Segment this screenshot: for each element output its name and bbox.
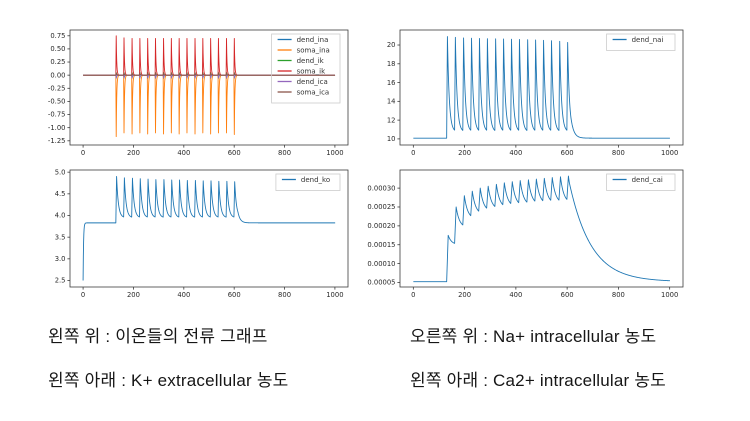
chart-na-intracellular: 0 200 400 600 800 1000 20 18 16 14 12 10 dend_nai — [387, 29, 684, 157]
y-tick-label: 0.50 — [50, 45, 65, 53]
y-tick-label: 4.0 — [55, 212, 66, 220]
y-tick-label: 4.5 — [55, 190, 66, 198]
y-tick-label: 18 — [387, 60, 396, 68]
caption-top-right: 오른쪽 위 : Na+ intracellular 농도 — [410, 327, 657, 346]
x-tick-label: 1000 — [326, 149, 343, 157]
y-tick-label: 3.0 — [55, 255, 66, 263]
y-tick-label: 12 — [387, 116, 396, 124]
caption-bottom-left: 왼쪽 아래 : K+ extracellular 농도 — [48, 371, 289, 390]
x-tick-label: 400 — [509, 291, 522, 299]
y-tick-label: 0.00 — [50, 71, 65, 79]
y-tick-label: 5.0 — [55, 168, 66, 176]
legend-label-dend_ina: dend_ina — [297, 36, 329, 44]
y-tick-label: -1.00 — [48, 124, 66, 132]
x-tick-label: 200 — [127, 291, 140, 299]
y-tick-label: 2.5 — [55, 277, 66, 285]
series-line-dend_ko — [82, 176, 336, 281]
x-tick-label: 0 — [81, 149, 85, 157]
y-tick-label: -0.75 — [48, 111, 66, 119]
y-tick-label: 0.00020 — [367, 222, 395, 230]
series-line-dend_nai — [413, 36, 671, 139]
y-tick-label: 0.00005 — [367, 279, 395, 287]
x-tick-label: 0 — [81, 291, 85, 299]
x-tick-label: 200 — [127, 149, 140, 157]
series-group — [82, 176, 336, 281]
x-tick-label: 400 — [177, 149, 190, 157]
x-tick-label: 400 — [509, 149, 522, 157]
axes-spines — [399, 169, 684, 288]
series-group — [82, 35, 336, 138]
legend: dend_nai — [606, 33, 676, 51]
caption-top-left: 왼쪽 위 : 이온들의 전류 그래프 — [48, 327, 268, 346]
x-tick-label: 1000 — [661, 149, 678, 157]
x-tick-label: 800 — [612, 291, 625, 299]
x-tick-label: 200 — [458, 149, 471, 157]
series-group — [413, 175, 671, 283]
legend-label-soma_ik: soma_ik — [297, 67, 326, 75]
x-tick-label: 0 — [411, 291, 415, 299]
x-tick-label: 1000 — [326, 291, 343, 299]
legend-label-dend_nai: dend_nai — [632, 36, 664, 44]
legend-label-dend_cai: dend_cai — [632, 176, 663, 184]
y-tick-label: 0.00015 — [367, 241, 395, 249]
x-tick-label: 1000 — [661, 291, 678, 299]
series-line-soma_ica — [82, 72, 336, 76]
x-tick-label: 400 — [177, 291, 190, 299]
legend: dend_ko — [275, 173, 341, 191]
y-tick-label: 0.25 — [50, 58, 65, 66]
y-tick-label: -0.25 — [48, 84, 66, 92]
y-tick-label: 0.00010 — [367, 260, 395, 268]
x-tick-label: 200 — [458, 291, 471, 299]
x-tick-label: 600 — [228, 149, 241, 157]
legend-frame — [606, 173, 676, 191]
x-tick-label: 800 — [278, 291, 291, 299]
y-tick-label: 0.00025 — [367, 203, 395, 211]
y-tick-label: -1.25 — [48, 137, 66, 145]
chart-k-extracellular: 0 200 400 600 800 1000 5.0 4.5 4.0 3.5 3.0 2.5 dend_… — [55, 168, 349, 299]
legend-label-dend_ica: dend_ica — [297, 78, 328, 86]
legend: dend_cai — [606, 173, 676, 191]
axes-spines — [69, 169, 349, 288]
y-tick-label: 20 — [387, 41, 396, 49]
caption-bottom-right: 왼쪽 아래 : Ca2+ intracellular 농도 — [410, 371, 667, 390]
y-tick-label: 14 — [387, 98, 396, 106]
x-tick-label: 800 — [278, 149, 291, 157]
legend-label-soma_ina: soma_ina — [297, 46, 330, 54]
legend-label-dend_ko: dend_ko — [301, 176, 330, 184]
legend-label-soma_ica: soma_ica — [297, 88, 330, 96]
legend-frame — [275, 173, 341, 191]
legend: dend_ina soma_ina dend_ik soma_ik dend_icaso… — [271, 33, 341, 104]
x-tick-label: 0 — [411, 149, 415, 157]
x-tick-label: 800 — [612, 149, 625, 157]
series-line-dend_cai — [413, 175, 671, 283]
y-tick-label: 16 — [387, 79, 396, 87]
y-tick-label: -0.50 — [48, 98, 66, 106]
legend-frame — [271, 33, 341, 104]
chart-ion-currents: 0 200 400 600 800 1000 0.75 0.50 0.25 0.00 -0.25 -0… — [48, 29, 349, 157]
x-tick-label: 600 — [561, 291, 574, 299]
y-tick-label: 3.5 — [55, 233, 66, 241]
y-tick-label: 0.00030 — [367, 184, 395, 192]
legend-label-dend_ik: dend_ik — [297, 57, 325, 65]
y-tick-label: 10 — [387, 135, 396, 143]
x-tick-label: 600 — [228, 291, 241, 299]
x-tick-label: 600 — [561, 149, 574, 157]
axes-spines — [69, 29, 349, 146]
series-group — [413, 36, 671, 139]
legend-frame — [606, 33, 676, 51]
y-tick-label: 0.75 — [50, 32, 65, 40]
axes-spines — [399, 29, 684, 146]
chart-ca-intracellular: 0 200 400 600 800 1000 0.00030 0.00025 0.00020 0.… — [367, 169, 684, 299]
